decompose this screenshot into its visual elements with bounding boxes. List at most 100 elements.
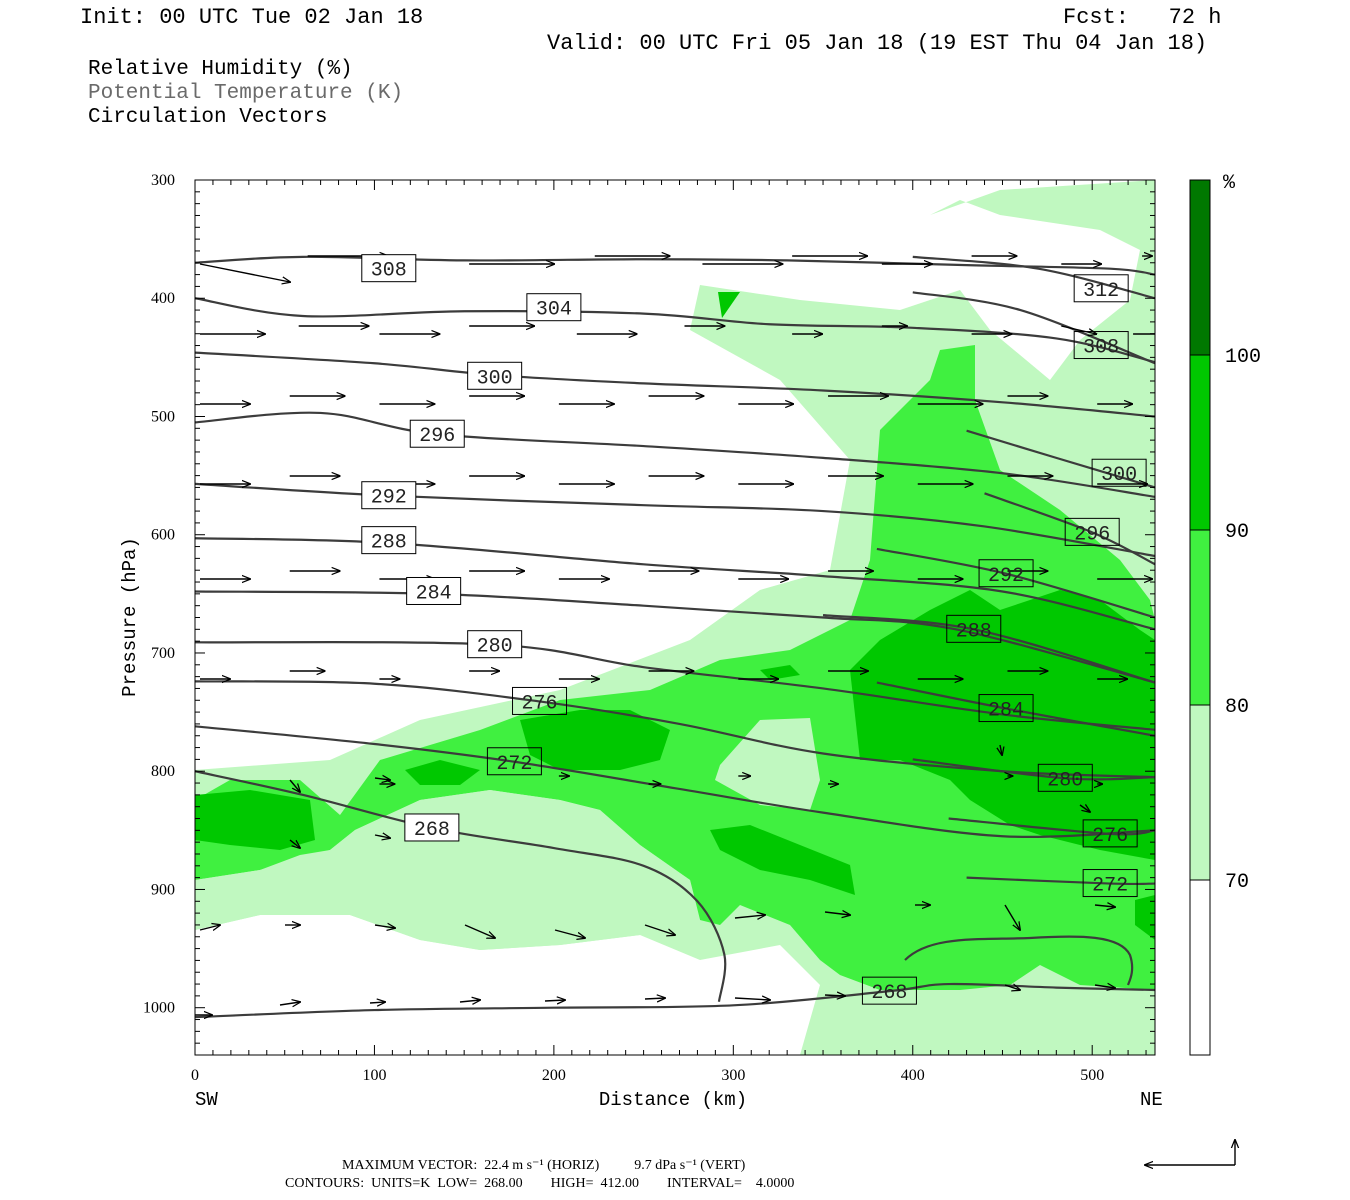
- contour-label: 292: [371, 487, 407, 510]
- contour-label: 308: [371, 260, 407, 283]
- rh-80-90-region: [195, 345, 1155, 990]
- circulation-vector: [464, 924, 495, 938]
- contour-label-box: [1064, 517, 1120, 546]
- contour-label: 292: [988, 565, 1024, 588]
- circulation-vector: [289, 839, 300, 848]
- theta-contour-272: [195, 725, 1155, 839]
- x-tick-label: 100: [362, 1067, 386, 1084]
- contour-label-box: [861, 976, 917, 1005]
- contour-info: CONTOURS: UNITS=K LOW= 268.00 HIGH= 412.…: [285, 1176, 795, 1191]
- circulation-vector: [1061, 325, 1096, 334]
- circulation-vector: [554, 929, 585, 938]
- circulation-vector: [374, 778, 390, 780]
- contour-label-box: [978, 694, 1034, 723]
- x-tick-label: 400: [901, 1067, 925, 1084]
- contour-label: 268: [414, 819, 450, 842]
- colorbar: % 100 90 80 70: [1189, 172, 1261, 1056]
- contour-label: 312: [1083, 280, 1119, 303]
- y-tick-label: 1000: [143, 1000, 175, 1017]
- legend-theta: Potential Temperature (K): [88, 82, 404, 105]
- contour-label: 300: [1101, 464, 1137, 487]
- contour-label: 276: [522, 692, 558, 715]
- circulation-vector: [1000, 744, 1002, 755]
- x-axis-title: Distance (km): [599, 1089, 747, 1111]
- theta-contour-308: [195, 255, 1155, 276]
- contour-label-box: [467, 630, 523, 659]
- forecast-hour: Fcst: 72 h: [1063, 5, 1222, 30]
- theta-contour-284: [195, 590, 1155, 684]
- contour-label: 284: [988, 700, 1024, 723]
- theta-contour-276: [948, 817, 1155, 836]
- theta-contour-296: [195, 411, 1155, 498]
- contour-label: 272: [496, 753, 532, 776]
- y-tick-label: 600: [151, 527, 175, 544]
- colorbar-level-70: 70: [1225, 871, 1249, 894]
- sw-label: SW: [195, 1089, 218, 1111]
- theta-contour-272: [966, 876, 1155, 886]
- contour-label: 288: [956, 620, 992, 643]
- contour-label-box: [1082, 819, 1138, 848]
- contour-label-box: [946, 614, 1002, 643]
- circulation-vector: [644, 998, 665, 999]
- contour-label-box: [1082, 869, 1138, 898]
- y-tick-label: 300: [151, 172, 175, 189]
- contour-label: 280: [477, 636, 513, 659]
- contour-label-box: [1073, 331, 1129, 360]
- y-tick-label: 900: [151, 881, 175, 898]
- circulation-vector: [824, 995, 845, 996]
- colorbar-level-80: 80: [1225, 696, 1249, 719]
- y-tick-label: 800: [151, 763, 175, 780]
- circulation-vector: [279, 1002, 300, 1005]
- circulation-vector: [1094, 985, 1115, 988]
- theta-contour-308: [912, 291, 1155, 365]
- contour-label-box: [1073, 274, 1129, 303]
- circulation-vector: [374, 835, 390, 838]
- theta-contour-268: [195, 770, 727, 1002]
- contour-label: 284: [416, 582, 452, 605]
- y-axis-title: Pressure (hPa): [119, 537, 141, 697]
- contour-label-box: [404, 813, 460, 842]
- ne-label: NE: [1140, 1089, 1163, 1111]
- contour-label-box: [361, 526, 417, 555]
- circulation-vector: [1004, 985, 1020, 990]
- max-vector-info: MAXIMUM VECTOR: 22.4 m s⁻¹ (HORIZ) 9.7 d…: [342, 1158, 746, 1173]
- theta-contour-288: [822, 614, 1155, 684]
- contour-label-box: [512, 686, 568, 715]
- contour-label: 300: [477, 367, 513, 390]
- theta-contour-280: [912, 758, 1155, 781]
- contour-label-box: [486, 747, 542, 776]
- contour-label: 308: [1083, 337, 1119, 360]
- theta-contour-292: [876, 547, 1155, 619]
- reference-vector: [1145, 1140, 1235, 1165]
- theta-contour-284: [876, 681, 1155, 737]
- axes: 0 100 200 300 400 500 300 400 500 600 700 800 900 100…: [143, 172, 1155, 1084]
- contour-label: 288: [371, 532, 407, 555]
- contour-label-box: [406, 576, 462, 605]
- contour-label-box: [1037, 763, 1093, 792]
- circulation-vector: [459, 1000, 480, 1002]
- legend-vectors: Circulation Vectors: [88, 106, 328, 129]
- valid-time: Valid: 00 UTC Fri 05 Jan 18 (19 EST Thu …: [547, 31, 1208, 56]
- contour-label-box: [361, 254, 417, 283]
- x-tick-label: 300: [721, 1067, 745, 1084]
- rh-shading: [195, 180, 1155, 1055]
- x-tick-label: 200: [542, 1067, 566, 1084]
- circulation-vector: [644, 924, 675, 935]
- contour-labels: 308 312 304 308 300 296 300 292 296 288 292 284 288 2…: [361, 254, 1147, 1005]
- circulation-vector: [199, 263, 290, 282]
- theta-contour-312: [912, 255, 1155, 300]
- contour-label: 276: [1092, 825, 1128, 848]
- y-tick-label: 700: [151, 645, 175, 662]
- circulation-vector: [1079, 805, 1090, 812]
- theta-contours: [195, 255, 1155, 1019]
- circulation-vector: [199, 925, 220, 930]
- contour-label: 296: [1074, 523, 1110, 546]
- init-time: Init: 00 UTC Tue 02 Jan 18: [80, 5, 424, 30]
- circulation-vector: [369, 1002, 385, 1003]
- contour-label-box: [526, 293, 582, 322]
- contour-label-box: [409, 419, 465, 448]
- contour-label: 272: [1092, 875, 1128, 898]
- theta-contour-300: [966, 429, 1155, 489]
- theta-contour-296: [984, 492, 1155, 566]
